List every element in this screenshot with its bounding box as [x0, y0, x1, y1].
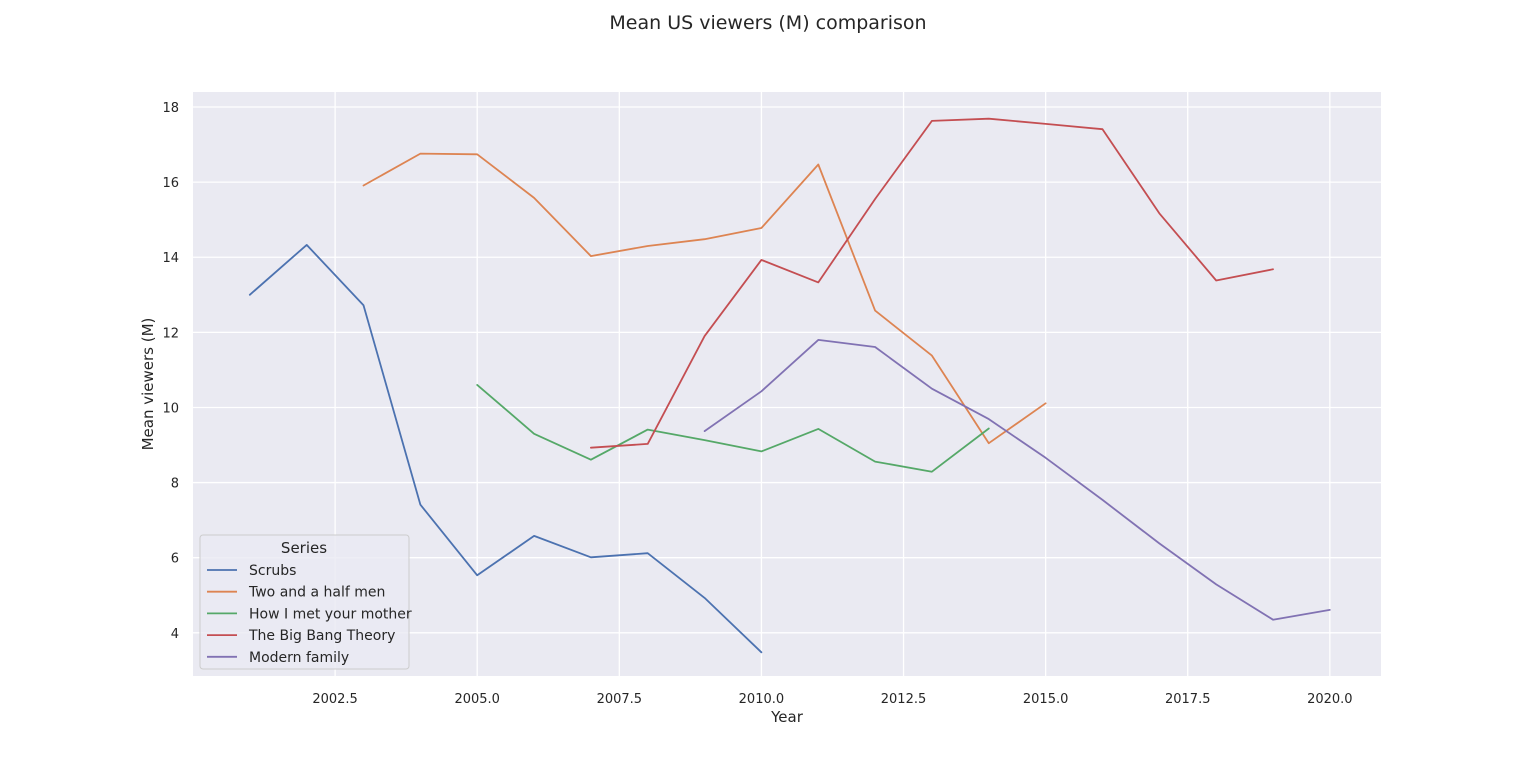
series-line-scrubs — [248, 243, 763, 654]
x-tick-label: 2020.0 — [1307, 692, 1353, 707]
y-tick-label: 16 — [162, 176, 179, 191]
legend-label: Two and a half men — [248, 585, 385, 601]
y-tick-label: 14 — [162, 251, 179, 266]
legend-label: The Big Bang Theory — [248, 628, 395, 644]
legend-label: How I met your mother — [249, 606, 412, 622]
legend-title: Series — [281, 539, 327, 557]
x-tick-label: 2007.5 — [597, 692, 643, 707]
legend-box — [199, 534, 410, 670]
series-line-two-and-a-half-men — [362, 152, 1047, 445]
x-axis-label: Year — [770, 708, 804, 726]
x-tick-labels: 2002.5 2005.0 2007.5 2010.0 2012.5 2015.0 2017… — [312, 692, 1352, 707]
series-line-how-i-met-your-mother — [476, 383, 990, 473]
x-tick-label: 2012.5 — [881, 692, 927, 707]
y-axis-label: Mean viewers (M) — [139, 318, 157, 451]
series-lines — [248, 117, 1331, 654]
y-tick-label: 10 — [162, 401, 179, 416]
x-tick-label: 2017.5 — [1165, 692, 1211, 707]
series-line-modern-family — [703, 338, 1331, 621]
legend: Series Scrubs Two and a half men How I met… — [199, 534, 412, 670]
legend-label: Scrubs — [249, 563, 296, 579]
x-tick-label: 2015.0 — [1023, 692, 1069, 707]
x-tick-label: 2010.0 — [739, 692, 785, 707]
y-tick-label: 4 — [171, 627, 179, 642]
y-tick-label: 18 — [162, 101, 179, 116]
x-tick-label: 2002.5 — [312, 692, 358, 707]
legend-items: Scrubs Two and a half men How I met your m… — [207, 563, 412, 666]
x-tick-label: 2005.0 — [454, 692, 500, 707]
legend-label: Modern family — [249, 650, 349, 666]
y-tick-label: 6 — [171, 552, 179, 567]
y-tick-label: 8 — [171, 477, 179, 492]
series-line-the-big-bang-theory — [590, 117, 1274, 449]
y-tick-labels: 4 6 8 10 12 14 16 18 — [162, 101, 179, 642]
chart-title: Mean US viewers (M) comparison — [609, 12, 926, 34]
y-tick-label: 12 — [162, 326, 179, 341]
